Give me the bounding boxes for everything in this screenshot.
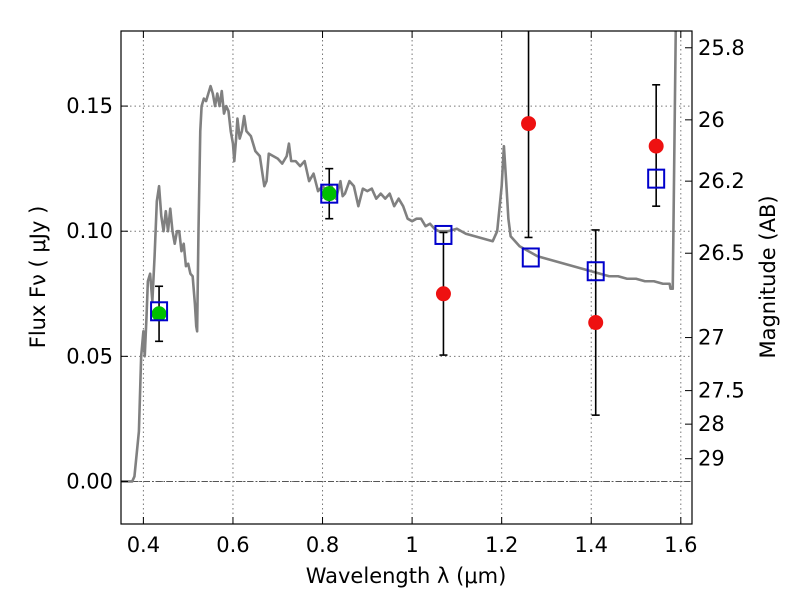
y2-tick-label: 27	[698, 326, 725, 350]
plot-frame	[120, 30, 693, 525]
red-data-point	[588, 315, 604, 331]
model-band-square	[521, 247, 540, 268]
x-tick-label: 0.4	[127, 533, 160, 557]
x-tick-label: 1.6	[664, 533, 697, 557]
green-data-point	[151, 306, 167, 322]
green-data-point	[321, 186, 337, 202]
model-band-square	[586, 261, 605, 282]
y2-tick-label: 28	[698, 412, 725, 436]
y2-tick-label: 25.8	[698, 36, 745, 60]
model-band-square	[434, 224, 453, 245]
ticks	[121, 31, 692, 524]
y2-tick-label: 27.5	[698, 379, 745, 403]
series-layer	[121, 31, 678, 483]
red-data-point	[435, 286, 451, 302]
red-data-point	[521, 116, 537, 132]
y2-axis-label: Magnitude (AB)	[756, 195, 780, 358]
x-tick-label: 0.6	[216, 533, 249, 557]
x-axis-label: Wavelength λ (μm)	[306, 564, 507, 588]
y2-tick-label: 26	[698, 108, 725, 132]
y-tick-label: 0.05	[66, 344, 113, 368]
y2-tick-label: 26.2	[698, 169, 745, 193]
y-axis-label-text: Flux Fν ( μJy )	[26, 206, 50, 349]
y2-tick-label: 29	[698, 447, 725, 471]
y-tick-label: 0.00	[66, 469, 113, 493]
y-axis-label: Flux Fν ( μJy )	[26, 206, 50, 349]
plot-background	[121, 31, 692, 524]
model-band-square	[320, 183, 339, 204]
x-tick-label: 1.2	[485, 533, 518, 557]
y-tick-label: 0.10	[66, 219, 113, 243]
model-spectrum-line	[121, 31, 678, 483]
x-tick-label: 1	[405, 533, 418, 557]
x-tick-label: 0.8	[306, 533, 339, 557]
red-data-point	[648, 138, 664, 154]
x-tick-label: 1.4	[575, 533, 608, 557]
y2-tick-label: 26.5	[698, 241, 745, 265]
model-band-square	[647, 168, 666, 189]
model-band-square	[150, 301, 169, 322]
tick-labels: 0.4 0.6 0.8 1 1.2 1.4 1.6 0.00 0.05 0.10 0.15 25.8 2…	[66, 36, 745, 557]
y-tick-label: 0.15	[66, 94, 113, 118]
